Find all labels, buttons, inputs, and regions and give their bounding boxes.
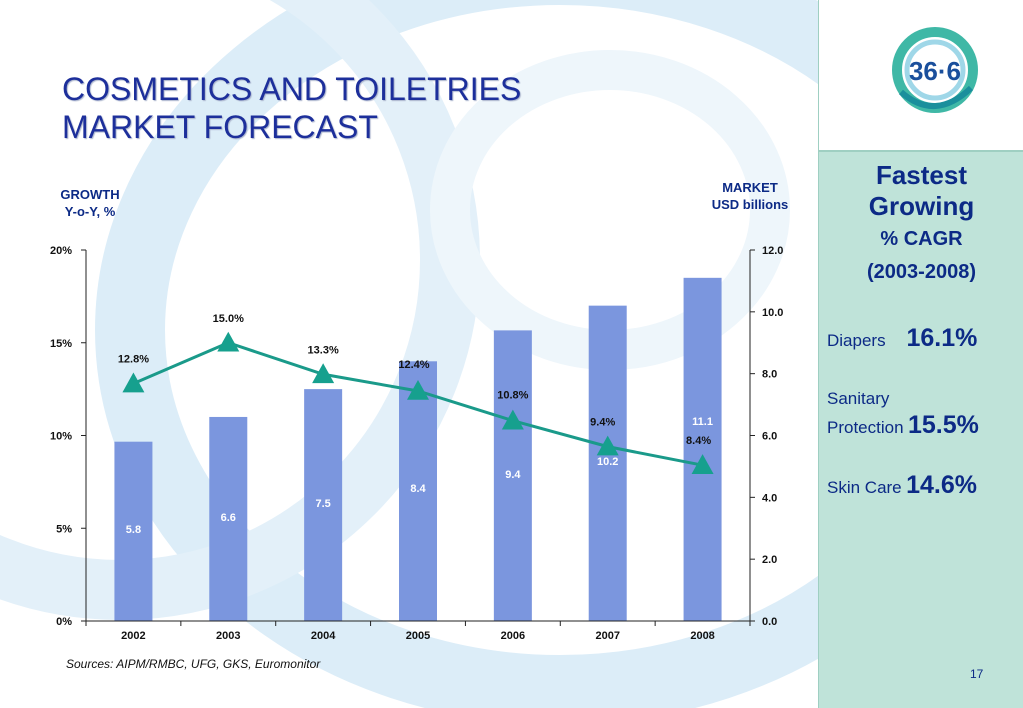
cagr-label-line-2: Protection (827, 418, 904, 437)
right-tick-label: 0.0 (762, 616, 777, 628)
right-axis-title-line-1: MARKET (722, 180, 778, 195)
right-tick-label: 6.0 (762, 431, 777, 443)
cagr-item-diapers: Diapers 16.1% (827, 324, 977, 353)
left-tick-label: 10% (50, 431, 72, 443)
bar-label-2004: 7.5 (315, 498, 330, 510)
x-tick-label-2007: 2007 (595, 630, 619, 642)
bar-label-2003: 6.6 (221, 512, 236, 524)
bar-2008 (683, 277, 722, 621)
bar-2005 (399, 361, 437, 621)
growth-label-2006: 10.8% (497, 390, 528, 402)
growth-label-2004: 13.3% (308, 344, 339, 356)
page-title-line-2: MARKET FORECAST (62, 109, 378, 145)
right-axis-title-line-2: USD billions (711, 197, 789, 212)
growth-marker-2005 (407, 379, 429, 400)
right-tick-label: 8.0 (762, 369, 777, 381)
growth-marker-2002 (122, 372, 145, 393)
x-tick-label-2005: 2005 (406, 630, 430, 642)
sources-note: Sources: AIPM/RMBC, UFG, GKS, Euromonito… (66, 657, 321, 671)
bar-label-2006: 9.4 (505, 469, 521, 481)
bar-label-2008: 11.1 (692, 416, 713, 428)
growth-marker-2008 (691, 454, 714, 474)
page-title: COSMETICS AND TOILETRIES MARKET FORECAST (62, 70, 521, 146)
bar-label-2002: 5.8 (126, 524, 141, 536)
market-forecast-chart: 0% 5% 10% 15% 20% 0.0 2.0 4.0 6.0 8.0 10.0 12.0 2002… (50, 245, 783, 642)
bar-label-2007: 10.2 (597, 456, 618, 468)
sidebar-subtitle-1: % CAGR (880, 228, 963, 250)
sidebar-subtitle-2: (2003-2008) (867, 261, 976, 283)
page-number: 17 (970, 667, 984, 681)
sidebar-title-line-1: Fastest (875, 160, 968, 190)
cagr-value: 16.1% (906, 324, 978, 352)
bar-2004 (304, 389, 343, 621)
left-tick-label: 15% (50, 338, 72, 350)
growth-label-2005: 12.4% (398, 359, 429, 371)
growth-marker-2003 (217, 331, 240, 352)
growth-label-2007: 9.4% (590, 417, 615, 429)
growth-label-2002: 12.8% (118, 354, 149, 366)
sidebar-title: Fastest Growing (819, 160, 1023, 222)
page-title-line-1: COSMETICS AND TOILETRIES (62, 71, 522, 107)
right-axis-title: MARKET USD billions (690, 179, 810, 213)
left-axis-title-line-2: Y-o-Y, % (64, 204, 116, 219)
bar-2002 (114, 441, 153, 621)
bar-2007 (588, 305, 627, 621)
right-tick-label: 4.0 (762, 492, 777, 504)
cagr-value: 15.5% (908, 411, 979, 439)
right-tick-label: 10.0 (762, 307, 783, 319)
sidebar-logo-area: 36·6 (819, 0, 1023, 152)
x-tick-label-2004: 2004 (311, 630, 336, 642)
cagr-value: 14.6% (906, 471, 977, 499)
left-tick-label: 5% (56, 523, 72, 535)
x-tick-label-2003: 2003 (216, 630, 240, 642)
growth-marker-2006 (501, 409, 524, 430)
logo-ring-icon (892, 27, 978, 113)
bar-2006 (493, 330, 532, 621)
sidebar-title-line-2: Growing (868, 191, 975, 221)
x-tick-label-2002: 2002 (121, 630, 145, 642)
growth-label-2008: 8.4% (686, 435, 711, 447)
cagr-label-line-1: Sanitary (827, 389, 890, 408)
cagr-label: Diapers (827, 331, 886, 350)
cagr-item-skin-care: Skin Care 14.6% (827, 471, 977, 500)
growth-marker-2004 (312, 363, 335, 384)
left-axis-title-line-1: GROWTH (60, 187, 120, 202)
right-tick-label: 2.0 (762, 554, 777, 566)
growth-label-2003: 15.0% (213, 313, 244, 325)
cagr-item-sanitary-protection: Sanitary Protection 15.5% (827, 389, 979, 440)
left-tick-label: 0% (56, 616, 72, 628)
bar-2003 (209, 416, 248, 621)
right-tick-label: 12.0 (762, 245, 783, 257)
left-tick-label: 20% (50, 245, 72, 257)
x-tick-label-2008: 2008 (690, 630, 714, 642)
bar-label-2005: 8.4 (410, 483, 426, 495)
left-axis-title: GROWTH Y-o-Y, % (40, 186, 140, 220)
growth-marker-2007 (596, 435, 619, 456)
sidebar-panel: 36·6 Fastest Growing % CAGR (2003-2008) … (818, 0, 1023, 708)
cagr-label: Skin Care (827, 478, 902, 497)
company-logo: 36·6 (889, 22, 981, 122)
x-tick-label-2006: 2006 (501, 630, 525, 642)
logo-text: 36·6 (908, 56, 962, 86)
